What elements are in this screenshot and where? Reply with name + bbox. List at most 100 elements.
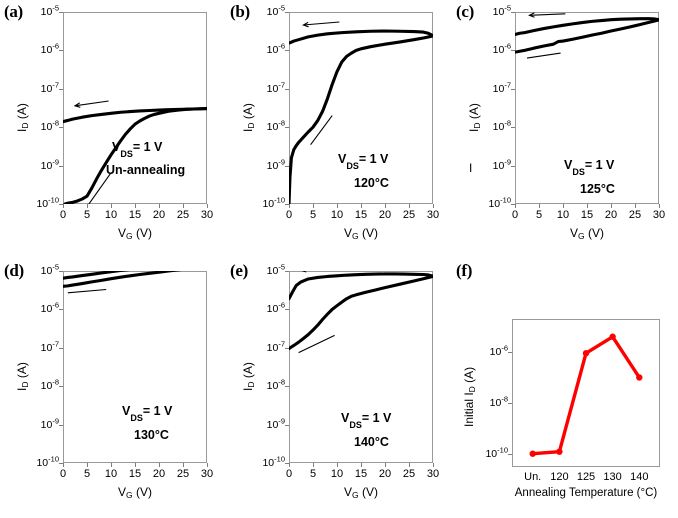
curve-e-1 [289,272,433,301]
ytick-label-c-1: 10-6 [492,41,511,57]
ytick-mark-d-3 [59,386,63,388]
sweep-arrow-c-1 [526,52,561,59]
panel-label-c: (c) [456,2,474,21]
panel-c: (c) 10-5 10-6 10-7 10-8 10-9 10-10 0 5 10 15 20 25 30… [452,0,678,259]
sweep-arrow-a-0 [74,100,109,107]
ytick-label-a-1: 10-6 [40,41,59,57]
xtick-mark-a-3 [135,204,136,208]
ytick-label-e-4: 10-9 [266,416,285,431]
x-axis-title-b: VG (V) [344,226,378,241]
ytick-label-b-1: 10-6 [266,41,285,57]
xtick-mark-b-4 [385,204,386,208]
xtick-mark-b-0 [289,204,290,208]
ytick-label-a-3: 10-8 [40,118,59,134]
panel-d: (d) 10-5 10-6 10-7 10-8 10-9 10-10 0 5 10 15 20 25 30… [0,259,226,518]
ytick-label-e-5: 10-10 [262,454,285,469]
x-axis-title-e: VG (V) [344,485,378,500]
xtick-mark-d-6 [207,463,208,467]
ytick-label-a-4: 10-9 [40,157,59,172]
xtick-label-e-5: 25 [402,468,416,480]
xtick-mark-e-3 [361,463,362,467]
panel-b: (b) 10-5 10-6 10-7 10-8 10-9 10-10 0 5 10 15 20 25 30… [226,0,452,259]
ytick-label-c-4: 10-9 [492,157,511,172]
curve-c-1 [515,17,659,37]
condition-label-d: 130°C [134,428,169,442]
bias-label-d: VDS= 1 V [122,404,173,423]
ytick-mark-b-5 [285,204,289,205]
panel-label-d: (d) [4,261,24,280]
xtick-mark-c-0 [515,204,516,208]
plot-frame-f [512,319,660,467]
ytick-mark-f-0 [508,352,512,354]
ytick-label-b-4: 10-9 [266,157,285,172]
plot-frame-b [289,12,433,204]
ytick-mark-b-1 [285,50,289,52]
xtick-label-a-3: 15 [128,209,142,221]
ytick-mark-c-0 [511,12,515,13]
xtick-label-b-3: 15 [354,209,368,221]
curves-d [63,271,182,294]
xtick-mark-d-2 [111,463,112,467]
sweep-arrow-c-0 [529,13,566,16]
panel-f: (f) 10-6 10-8 10-10 Un. 120 125 130 140 Annealing… [452,259,678,518]
xtick-label-e-1: 5 [309,468,317,480]
xtick-label-a-4: 20 [152,209,166,221]
ytick-mark-b-4 [285,165,289,167]
xtick-mark-a-6 [207,204,208,208]
condition-label-b: 120°C [354,176,389,190]
ytick-mark-b-0 [285,12,289,13]
xtick-label-e-6: 30 [426,468,440,480]
curves-f [529,333,643,457]
curves-b [289,21,433,204]
panel-label-a: (a) [4,2,23,21]
ytick-mark-c-5 [511,204,515,205]
ytick-label-f-1: 10-8 [489,394,508,409]
ytick-mark-a-5 [59,204,63,205]
arrow-head-e-0 [301,271,307,273]
ytick-label-e-1: 10-6 [266,300,285,316]
ytick-mark-c-4 [511,165,515,167]
plot-area-c [515,12,659,204]
plot-area-e [289,271,433,463]
x-axis-title-a: VG (V) [118,226,152,241]
xtick-label-c-2: 10 [556,209,570,221]
ytick-mark-a-3 [59,127,63,129]
ytick-mark-e-0 [285,271,289,272]
xtick-label-f-0: Un. [524,471,542,483]
ytick-label-d-5: 10-10 [36,454,59,469]
plot-area-f [512,319,660,467]
xtick-label-f-4: 140 [630,471,649,483]
panel-e: (e) 10-5 10-6 10-7 10-8 10-9 10-10 0 5 10 15 20 25 30… [226,259,452,518]
x-axis-title-f: Annealing Temperature (°C) [514,487,658,499]
ytick-label-b-0: 10-5 [266,3,285,18]
curve-d-0 [63,271,182,288]
sweep-arrow-a-1 [88,172,112,204]
panel-a: (a) 10-5 10-6 10-7 10-8 10-9 10-10 0 5 10 15 20 25 30… [0,0,226,259]
plot-area-b [289,12,433,204]
xtick-mark-a-5 [183,204,184,208]
x-axis-title-d: VG (V) [118,485,152,500]
ytick-mark-c-1 [511,50,515,52]
condition-label-e: 140°C [354,435,389,449]
ytick-label-d-4: 10-9 [40,416,59,431]
xtick-label-c-0: 0 [511,209,519,221]
curve-a-0 [63,107,207,204]
xtick-mark-b-3 [361,204,362,208]
xtick-mark-a-1 [87,204,88,208]
sweep-arrow-b-0 [303,21,340,26]
xtick-mark-e-2 [337,463,338,467]
summary-point-3 [609,333,616,340]
xtick-mark-b-2 [337,204,338,208]
curves-e [289,271,433,354]
stray-glyph-c: I [469,161,473,176]
xtick-mark-b-1 [313,204,314,208]
xtick-mark-e-1 [313,463,314,467]
xtick-mark-d-3 [135,463,136,467]
ytick-label-c-3: 10-8 [492,118,511,134]
curves-a [63,100,207,204]
bias-label-a: VDS= 1 V [112,140,163,159]
xtick-mark-a-4 [159,204,160,208]
ytick-label-e-0: 10-5 [266,262,285,277]
xtick-label-e-4: 20 [378,468,392,480]
xtick-label-d-6: 30 [200,468,214,480]
